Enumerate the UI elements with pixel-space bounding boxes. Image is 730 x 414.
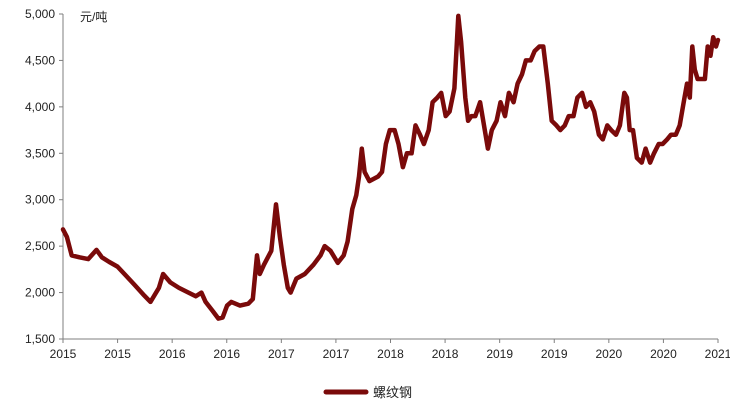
x-tick-label: 2020 xyxy=(650,347,677,361)
x-tick-label: 2019 xyxy=(541,347,568,361)
y-tick-label: 3,500 xyxy=(25,146,55,160)
y-tick-label: 1,500 xyxy=(25,332,55,346)
y-tick-label: 2,000 xyxy=(25,286,55,300)
x-tick-label: 2017 xyxy=(268,347,295,361)
x-tick-label: 2016 xyxy=(159,347,186,361)
x-tick-label: 2015 xyxy=(104,347,131,361)
unit-label: 元/吨 xyxy=(80,10,107,24)
y-tick-label: 3,000 xyxy=(25,193,55,207)
y-axis: 1,500 2,000 2,500 3,000 3,500 4,000 4,500 5,000 xyxy=(25,7,64,346)
x-tick-label: 2019 xyxy=(486,347,513,361)
x-tick-label: 2016 xyxy=(213,347,240,361)
x-tick-label: 2018 xyxy=(377,347,404,361)
x-tick-label: 2020 xyxy=(595,347,622,361)
legend: 螺纹钢 xyxy=(323,385,412,400)
x-tick-label: 2017 xyxy=(323,347,350,361)
x-tick-label: 2021 xyxy=(705,347,730,361)
y-tick-label: 2,500 xyxy=(25,239,55,253)
x-axis: 2015 2015 2016 2016 2017 2017 2018 2018 2019 2019… xyxy=(50,338,730,361)
legend-label: 螺纹钢 xyxy=(373,385,412,400)
x-tick-label: 2015 xyxy=(50,347,77,361)
series-layer xyxy=(60,13,721,321)
y-tick-label: 4,000 xyxy=(25,100,55,114)
y-tick-label: 4,500 xyxy=(25,53,55,67)
y-tick-label: 5,000 xyxy=(25,7,55,21)
x-tick-label: 2018 xyxy=(432,347,459,361)
series-line-0 xyxy=(60,13,721,321)
